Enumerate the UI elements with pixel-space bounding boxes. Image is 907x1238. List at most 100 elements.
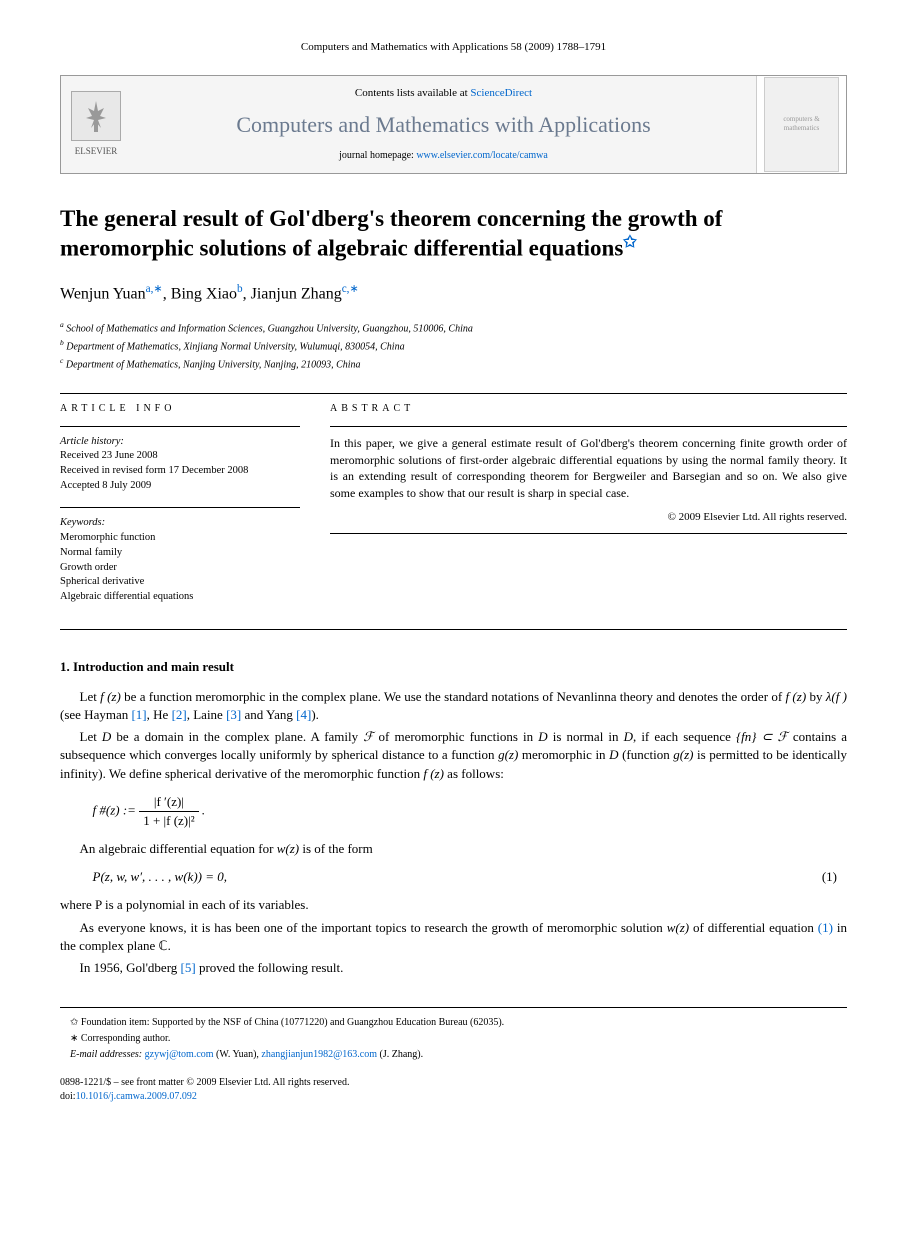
keywords-heading: Keywords:: [60, 516, 300, 531]
sym-F: ℱ: [363, 729, 373, 744]
homepage-prefix: journal homepage:: [339, 150, 416, 161]
sym-D: D: [102, 729, 111, 744]
affiliation-a: a School of Mathematics and Information …: [60, 320, 847, 336]
doi-label: doi:: [60, 1091, 76, 1102]
info-rule-2: [60, 507, 300, 508]
homepage-link[interactable]: www.elsevier.com/locate/camwa: [416, 150, 548, 161]
abstract-text: In this paper, we give a general estimat…: [330, 435, 847, 502]
history-heading: Article history:: [60, 435, 300, 450]
emails-label: E-mail addresses:: [70, 1049, 145, 1060]
sym-lf: λ(f ): [826, 689, 847, 704]
article-history: Article history: Received 23 June 2008 R…: [60, 435, 300, 494]
article-info-column: ARTICLE INFO Article history: Received 2…: [60, 402, 300, 619]
sym-fz3: f (z): [423, 766, 444, 781]
sym-fz: f (z): [100, 689, 121, 704]
cite-2[interactable]: [2]: [172, 707, 187, 722]
keyword-1: Meromorphic function: [60, 531, 300, 546]
sym-D3: D: [624, 729, 633, 744]
email-2-who: (J. Zhang): [380, 1049, 421, 1060]
cite-5[interactable]: [5]: [181, 960, 196, 975]
keyword-2: Normal family: [60, 546, 300, 561]
eq-sd-den: 1 + |f (z)|²: [139, 812, 198, 830]
footer: 0898-1221/$ – see front matter © 2009 El…: [60, 1076, 847, 1104]
author-1: Wenjun Yuan: [60, 285, 146, 302]
sym-wz2: w(z): [667, 920, 689, 935]
para-1: Let f (z) be a function meromorphic in t…: [60, 688, 847, 724]
page-root: Computers and Mathematics with Applicati…: [0, 0, 907, 1144]
eq-sd-num: |f ′(z)|: [139, 793, 198, 812]
author-2-marks[interactable]: b: [237, 283, 243, 295]
abstract-rule-1: [330, 426, 847, 427]
keyword-5: Algebraic differential equations: [60, 590, 300, 605]
para-4: where P is a polynomial in each of its v…: [60, 896, 847, 914]
contents-prefix: Contents lists available at: [355, 87, 470, 99]
affil-b-label: b: [60, 338, 64, 347]
sym-wz: w(z): [277, 841, 299, 856]
para-2: Let D be a domain in the complex plane. …: [60, 728, 847, 783]
star-icon: ✩: [70, 1017, 78, 1028]
journal-title-banner: Computers and Mathematics with Applicati…: [236, 110, 650, 141]
masthead-center: Contents lists available at ScienceDirec…: [131, 76, 756, 172]
keyword-3: Growth order: [60, 561, 300, 576]
publisher-label: ELSEVIER: [75, 145, 118, 158]
title-footnote-mark[interactable]: ✩: [623, 234, 637, 251]
abstract-column: ABSTRACT In this paper, we give a genera…: [330, 402, 847, 619]
cover-thumb-container: computers &mathematics: [756, 76, 846, 172]
equation-spherical-derivative: f #(z) := |f ′(z)|1 + |f (z)|² .: [93, 793, 848, 830]
elsevier-tree-icon: [71, 91, 121, 141]
email-1[interactable]: gzywj@tom.com: [145, 1049, 214, 1060]
keyword-4: Spherical derivative: [60, 575, 300, 590]
affil-a-label: a: [60, 320, 64, 329]
affiliation-b: b Department of Mathematics, Xinjiang No…: [60, 338, 847, 354]
keywords-block: Keywords: Meromorphic function Normal fa…: [60, 516, 300, 604]
footnotes: ✩ Foundation item: Supported by the NSF …: [60, 1007, 847, 1062]
abstract-rule-2: [330, 533, 847, 534]
author-3-marks[interactable]: c,∗: [342, 283, 359, 295]
sym-D4: D: [609, 747, 618, 762]
authors-line: Wenjun Yuana,∗, Bing Xiaob, Jianjun Zhan…: [60, 282, 847, 306]
cite-4[interactable]: [4]: [296, 707, 311, 722]
affil-c-text: Department of Mathematics, Nanjing Unive…: [66, 360, 361, 371]
article-title: The general result of Gol'dberg's theore…: [60, 204, 847, 264]
footnote-emails: E-mail addresses: gzywj@tom.com (W. Yuan…: [60, 1048, 847, 1062]
sym-gz2: g(z): [673, 747, 693, 762]
affil-b-text: Department of Mathematics, Xinjiang Norm…: [66, 341, 404, 352]
affil-c-label: c: [60, 356, 63, 365]
masthead: ELSEVIER Contents lists available at Sci…: [60, 75, 847, 173]
info-rule-1: [60, 426, 300, 427]
abstract-label: ABSTRACT: [330, 402, 847, 416]
footnote-corresponding: ∗ Corresponding author.: [60, 1032, 847, 1046]
doi-link[interactable]: 10.1016/j.camwa.2009.07.092: [76, 1091, 197, 1102]
author-1-marks[interactable]: a,∗: [146, 283, 163, 295]
affil-a-text: School of Mathematics and Information Sc…: [66, 323, 473, 334]
equation-1: P(z, w, w′, . . . , w(k)) = 0, (1): [93, 868, 848, 886]
section-1-heading: 1. Introduction and main result: [60, 658, 847, 676]
journal-cover-thumb: computers &mathematics: [764, 77, 839, 172]
author-2: Bing Xiao: [171, 285, 237, 302]
eq1-number: (1): [822, 868, 847, 886]
publisher-block: ELSEVIER: [61, 76, 131, 172]
rule-top: [60, 393, 847, 394]
affiliations: a School of Mathematics and Information …: [60, 320, 847, 373]
info-abstract-row: ARTICLE INFO Article history: Received 2…: [60, 402, 847, 619]
cite-eq1[interactable]: (1): [818, 920, 833, 935]
sym-fz-2: f (z): [786, 689, 807, 704]
cite-3[interactable]: [3]: [226, 707, 241, 722]
email-1-who: (W. Yuan): [216, 1049, 256, 1060]
article-info-label: ARTICLE INFO: [60, 402, 300, 416]
cite-1[interactable]: [1]: [131, 707, 146, 722]
sym-fn: {fn} ⊂ ℱ: [736, 729, 788, 744]
fn-foundation-text: Foundation item: Supported by the NSF of…: [81, 1017, 504, 1028]
running-head: Computers and Mathematics with Applicati…: [60, 40, 847, 55]
sciencedirect-link[interactable]: ScienceDirect: [470, 87, 532, 99]
affiliation-c: c Department of Mathematics, Nanjing Uni…: [60, 356, 847, 372]
footnote-foundation: ✩ Foundation item: Supported by the NSF …: [60, 1016, 847, 1030]
eq-sd-lhs: f #(z) :=: [93, 802, 140, 817]
email-2[interactable]: zhangjianjun1982@163.com: [261, 1049, 377, 1060]
fn-corr-text: Corresponding author.: [81, 1033, 170, 1044]
front-matter-line: 0898-1221/$ – see front matter © 2009 El…: [60, 1076, 847, 1090]
homepage-line: journal homepage: www.elsevier.com/locat…: [339, 149, 548, 163]
section-1: 1. Introduction and main result Let f (z…: [60, 658, 847, 978]
para-5: As everyone knows, it is has been one of…: [60, 919, 847, 955]
author-3: Jianjun Zhang: [251, 285, 342, 302]
